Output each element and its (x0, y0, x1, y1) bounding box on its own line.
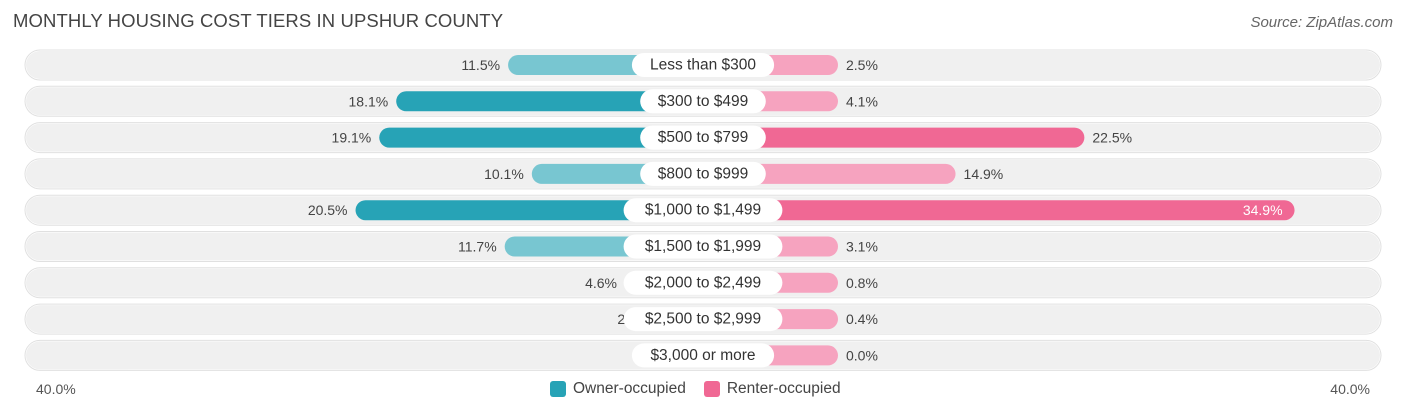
axis-label-right: 40.0% (1330, 381, 1370, 397)
chart-source: Source: ZipAtlas.com (1250, 14, 1393, 31)
value-label-owner: 4.6% (585, 275, 617, 291)
category-label-pill (623, 270, 783, 295)
category-row: 11.5% 2.5% Less than $300 (24, 49, 1382, 81)
legend-item-renter: Renter-occupied (703, 380, 841, 398)
legend-swatch-owner (550, 381, 566, 397)
value-label-renter: 2.5% (846, 57, 878, 73)
bar-renter-occupied (703, 163, 956, 184)
value-label-renter: 34.9% (1243, 202, 1283, 218)
category-row: 2.7%0.4%$2,500 to $2,999 (24, 303, 1382, 335)
category-label-pill (631, 53, 775, 77)
category-label: $1,000 to $1,499 (645, 202, 761, 219)
category-label-pill (623, 307, 783, 332)
legend-label-owner: Owner-occupied (573, 380, 686, 397)
value-label-owner: 19.1% (332, 130, 372, 146)
category-label: Less than $300 (650, 57, 756, 74)
category-row: 10.1% 14.9% $800 to $999 (24, 158, 1382, 190)
legend-label-renter: Renter-occupied (726, 380, 841, 397)
value-label-owner: 11.5% (461, 57, 500, 73)
category-label-pill (640, 161, 766, 186)
category-label: $500 to $799 (658, 129, 749, 146)
category-label: $300 to $499 (658, 93, 749, 110)
category-label: $2,000 to $2,499 (645, 274, 761, 291)
category-row: 19.1% 22.5% $500 to $799 (24, 122, 1382, 154)
value-label-renter: 0.0% (846, 347, 878, 363)
value-label-renter: 22.5% (1092, 130, 1132, 146)
category-label-pill (623, 234, 783, 259)
value-label-renter: 4.1% (846, 93, 878, 109)
bar-owner-occupied (355, 200, 703, 221)
value-label-owner: 11.7% (458, 239, 497, 255)
category-label: $3,000 or more (650, 347, 755, 364)
value-label-renter: 14.9% (964, 166, 1004, 182)
legend: Owner-occupied Renter-occupied (550, 380, 859, 398)
category-label-pill (631, 343, 775, 368)
category-row: 11.7% 3.1% $1,500 to $1,999 (24, 231, 1382, 262)
legend-swatch-renter (703, 381, 720, 397)
bar-owner-occupied (396, 91, 703, 112)
category-label: $800 to $999 (658, 165, 749, 182)
axis-label-left: 40.0% (36, 381, 76, 397)
category-label: $2,500 to $2,999 (645, 311, 761, 328)
category-label-pill (640, 89, 766, 114)
category-row: 20.5% 34.9% $1,000 to $1,499 (24, 194, 1382, 226)
value-label-owner: 18.1% (349, 93, 389, 109)
bar-renter-occupied (703, 127, 1085, 148)
value-label-renter: 3.1% (846, 239, 878, 255)
category-row: 18.1% 4.1% $300 to $499 (24, 85, 1382, 117)
legend-item-owner: Owner-occupied (550, 380, 686, 398)
value-label-owner: 20.5% (308, 202, 348, 218)
bar-renter-occupied (703, 200, 1295, 221)
value-label-renter: 0.8% (846, 275, 878, 291)
chart-title: MONTHLY HOUSING COST TIERS IN UPSHUR COU… (13, 10, 504, 31)
category-row: 1.8%0.0%$3,000 or more (24, 339, 1382, 371)
category-label: $1,500 to $1,999 (645, 238, 761, 255)
value-label-renter: 0.4% (846, 311, 878, 327)
category-label-pill (640, 125, 766, 150)
value-label-owner: 10.1% (484, 166, 524, 182)
category-label-pill (623, 198, 783, 223)
category-row: 4.6% 0.8% $2,000 to $2,499 (24, 267, 1382, 299)
bar-owner-occupied (379, 127, 703, 148)
